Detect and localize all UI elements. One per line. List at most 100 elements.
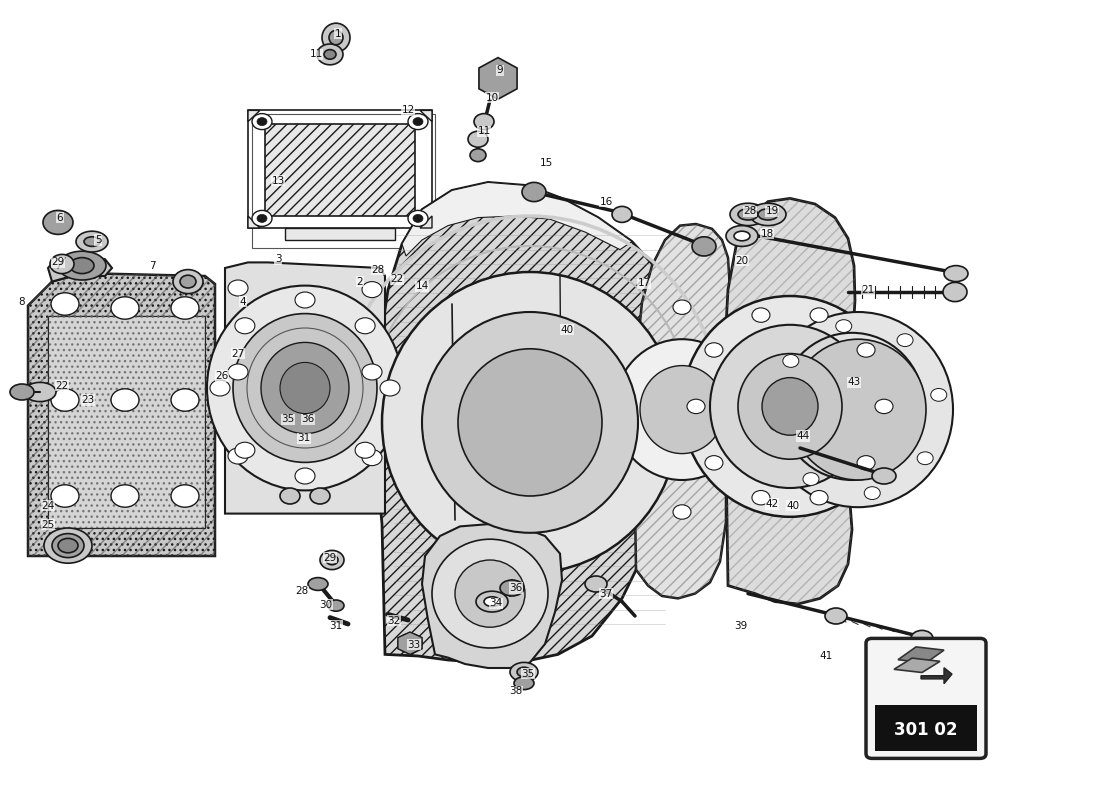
Ellipse shape — [836, 320, 851, 333]
Text: 44: 44 — [796, 431, 810, 441]
Text: 28: 28 — [744, 206, 757, 216]
Text: 35: 35 — [521, 669, 535, 678]
Ellipse shape — [10, 384, 34, 400]
Ellipse shape — [355, 318, 375, 334]
Ellipse shape — [917, 452, 933, 465]
Text: 37: 37 — [600, 589, 613, 598]
Ellipse shape — [943, 282, 967, 302]
Text: 2: 2 — [356, 277, 363, 286]
Polygon shape — [921, 668, 952, 684]
Ellipse shape — [228, 280, 248, 296]
Text: 35: 35 — [282, 414, 295, 424]
Ellipse shape — [514, 677, 534, 690]
Ellipse shape — [468, 131, 488, 147]
Ellipse shape — [865, 486, 880, 499]
Text: 32: 32 — [387, 616, 400, 626]
Ellipse shape — [328, 600, 344, 611]
Ellipse shape — [58, 538, 78, 553]
Ellipse shape — [872, 468, 896, 484]
Ellipse shape — [408, 210, 428, 226]
Ellipse shape — [585, 576, 607, 592]
Text: 15: 15 — [539, 158, 552, 168]
Ellipse shape — [911, 630, 933, 646]
Text: 39: 39 — [735, 622, 748, 631]
Text: 17: 17 — [637, 278, 650, 288]
Ellipse shape — [510, 662, 538, 682]
Ellipse shape — [682, 296, 898, 517]
Ellipse shape — [752, 490, 770, 505]
Text: 36: 36 — [301, 414, 315, 424]
Ellipse shape — [874, 399, 893, 414]
Text: 31: 31 — [329, 621, 342, 630]
Ellipse shape — [825, 608, 847, 624]
Ellipse shape — [51, 485, 79, 507]
Ellipse shape — [517, 667, 531, 677]
Ellipse shape — [295, 468, 315, 484]
Ellipse shape — [769, 418, 785, 430]
Text: 25: 25 — [42, 520, 55, 530]
Text: 10: 10 — [485, 93, 498, 102]
Text: 20: 20 — [736, 256, 749, 266]
Ellipse shape — [111, 297, 139, 319]
Ellipse shape — [688, 399, 705, 414]
Polygon shape — [248, 216, 260, 228]
Ellipse shape — [783, 354, 799, 367]
Ellipse shape — [810, 308, 828, 322]
Ellipse shape — [500, 580, 524, 596]
FancyBboxPatch shape — [866, 638, 986, 758]
Ellipse shape — [320, 550, 344, 570]
Ellipse shape — [70, 258, 94, 274]
Ellipse shape — [51, 389, 79, 411]
Ellipse shape — [76, 231, 108, 252]
Ellipse shape — [758, 209, 778, 220]
Text: 18: 18 — [760, 229, 773, 238]
Ellipse shape — [280, 362, 330, 414]
Ellipse shape — [476, 591, 508, 612]
Polygon shape — [48, 256, 112, 282]
Ellipse shape — [235, 318, 255, 334]
Ellipse shape — [412, 118, 424, 126]
Text: 6: 6 — [57, 213, 64, 222]
Ellipse shape — [673, 505, 691, 519]
Text: 21: 21 — [861, 285, 875, 294]
Ellipse shape — [730, 203, 766, 226]
Ellipse shape — [207, 286, 403, 490]
Ellipse shape — [857, 456, 874, 470]
Ellipse shape — [412, 214, 424, 222]
Ellipse shape — [170, 297, 199, 319]
Polygon shape — [285, 228, 395, 240]
Polygon shape — [248, 110, 260, 122]
Ellipse shape — [692, 237, 716, 256]
Text: 11: 11 — [477, 126, 491, 136]
Ellipse shape — [50, 254, 74, 274]
Text: 11: 11 — [309, 50, 322, 59]
Text: 36: 36 — [509, 583, 522, 593]
Ellipse shape — [24, 382, 56, 402]
Text: 22: 22 — [390, 274, 404, 284]
Ellipse shape — [522, 182, 546, 202]
Polygon shape — [478, 58, 517, 99]
Ellipse shape — [228, 448, 248, 464]
Ellipse shape — [51, 293, 79, 315]
Text: 8: 8 — [19, 298, 25, 307]
Ellipse shape — [612, 206, 632, 222]
Ellipse shape — [257, 118, 267, 126]
Text: 13: 13 — [272, 176, 285, 186]
Ellipse shape — [44, 528, 92, 563]
Polygon shape — [724, 198, 855, 604]
Text: 28: 28 — [372, 265, 385, 274]
Text: 40: 40 — [560, 325, 573, 334]
Ellipse shape — [252, 114, 272, 130]
Text: 26: 26 — [216, 371, 229, 381]
Ellipse shape — [763, 312, 953, 507]
Ellipse shape — [614, 339, 750, 480]
Ellipse shape — [790, 339, 926, 480]
Text: 3: 3 — [275, 254, 282, 264]
Text: 38: 38 — [509, 686, 522, 696]
Text: 19: 19 — [766, 206, 779, 216]
Ellipse shape — [362, 282, 382, 298]
Ellipse shape — [734, 231, 750, 241]
Text: 41: 41 — [820, 651, 833, 661]
Ellipse shape — [422, 312, 638, 533]
Ellipse shape — [710, 325, 870, 488]
